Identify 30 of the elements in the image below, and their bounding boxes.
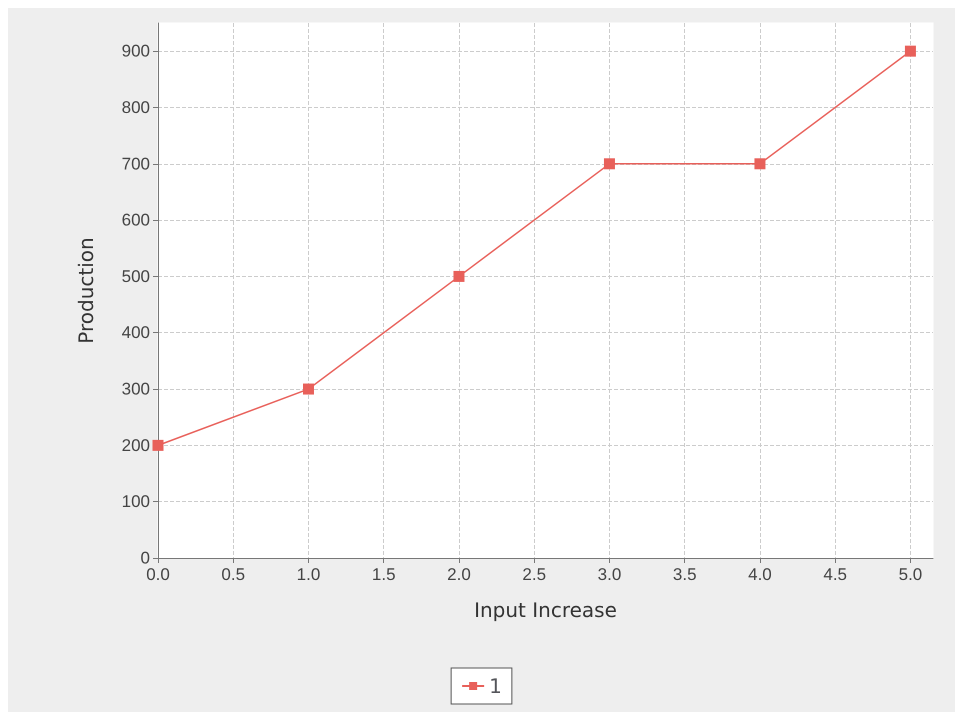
y-tick-label: 700 [122, 154, 150, 174]
x-tick-label: 1.0 [296, 565, 320, 584]
y-tick-label: 300 [122, 380, 150, 399]
x-tick-label: 0.5 [221, 565, 246, 584]
legend-label: 1 [489, 674, 502, 698]
x-tick-label: 4.5 [823, 565, 848, 584]
y-tick-label: 100 [122, 492, 150, 512]
y-tick-label: 900 [122, 42, 150, 61]
point [302, 384, 314, 395]
x-tick-label: 2.5 [522, 565, 546, 584]
point [904, 46, 916, 57]
y-tick-label: 800 [122, 98, 150, 117]
point [152, 440, 164, 451]
x-tick-label: 0.0 [146, 565, 170, 584]
x-tick-label: 4.0 [748, 565, 772, 584]
y-tick-label: 200 [122, 436, 150, 455]
x-tick-label: 5.0 [898, 565, 922, 584]
point [453, 270, 464, 282]
x-axis-title: Input Increase [474, 598, 617, 622]
y-tick-label: 0 [140, 548, 150, 568]
y-tick-label: 400 [122, 323, 150, 342]
point [754, 158, 766, 170]
x-tick-label: 1.5 [372, 565, 396, 584]
y-tick-label: 600 [122, 210, 150, 230]
point [604, 158, 615, 170]
y-axis-title: Production [74, 237, 98, 344]
x-tick-label: 3.0 [598, 565, 622, 584]
y-tick-label: 500 [122, 266, 150, 286]
x-tick-label: 2.0 [447, 565, 471, 584]
x-tick-label: 3.5 [672, 565, 697, 584]
